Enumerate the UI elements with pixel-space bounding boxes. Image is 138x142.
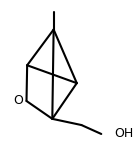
Text: OH: OH: [115, 128, 134, 140]
Text: O: O: [14, 94, 23, 107]
